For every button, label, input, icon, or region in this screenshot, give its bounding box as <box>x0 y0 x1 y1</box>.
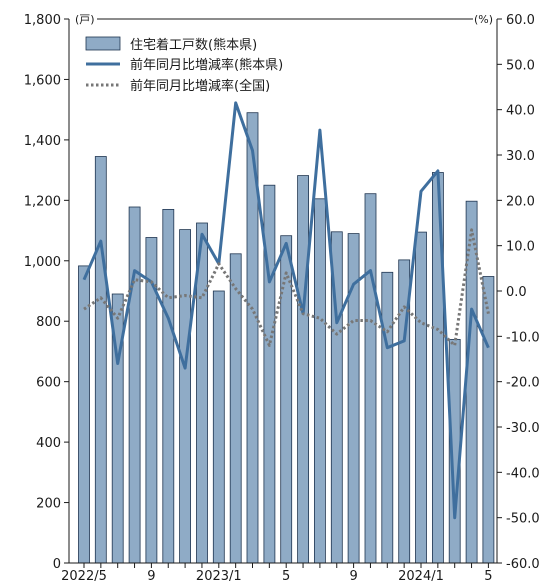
left-tick-label: 1,200 <box>24 194 61 209</box>
left-tick-label: 800 <box>36 315 61 330</box>
bar <box>212 290 225 564</box>
x-tick-label: 5 <box>282 569 290 582</box>
bar <box>482 276 495 564</box>
bar <box>313 198 326 564</box>
right-tick-label: 20.0 <box>506 194 535 209</box>
lines-layer <box>82 101 490 520</box>
bar <box>297 175 310 564</box>
axes-layer: 0 200 400 600 800 1,000 1,200 1,400 1,600 1,800 -6… <box>24 13 540 582</box>
right-tick-label: -60.0 <box>506 557 540 572</box>
left-tick-label: 1,600 <box>24 73 61 88</box>
bar <box>415 231 427 564</box>
right-axis-unit: (%) <box>474 13 493 26</box>
bar <box>128 206 141 564</box>
bar <box>94 156 107 564</box>
bar <box>179 229 192 564</box>
left-tick-label: 0 <box>53 557 61 572</box>
legend: 住宅着工戸数(熊本県) 前年同月比増減率(熊本県) 前年同月比増減率(全国) <box>85 36 283 94</box>
right-tick-label: 50.0 <box>506 58 535 73</box>
bar <box>364 193 377 564</box>
bar <box>78 265 90 564</box>
right-tick-label: -50.0 <box>506 512 540 527</box>
left-tick-label: 1,400 <box>24 134 61 149</box>
right-tick-label: 60.0 <box>506 13 535 28</box>
bar <box>162 208 175 564</box>
x-tick-label: 2023/1 <box>196 569 242 582</box>
left-tick-label: 600 <box>36 376 61 391</box>
x-tick-label: 5 <box>484 569 492 582</box>
x-tick-label: 2024/1 <box>398 569 444 582</box>
left-tick-label: 1,000 <box>24 255 61 270</box>
right-tick-label: 0.0 <box>506 285 527 300</box>
right-tick-label: -20.0 <box>506 376 540 391</box>
left-tick-label: 200 <box>36 497 61 512</box>
left-tick-label: 400 <box>36 436 61 451</box>
bar <box>381 271 394 564</box>
legend-label: 住宅着工戸数(熊本県) <box>130 37 257 53</box>
right-tick-label: -10.0 <box>506 330 540 345</box>
right-tick-label: -30.0 <box>506 421 540 436</box>
right-tick-label: -40.0 <box>506 466 540 481</box>
x-tick-label: 9 <box>147 569 155 582</box>
legend-bar-swatch <box>85 36 121 51</box>
left-axis-unit: (戸) <box>75 13 95 26</box>
right-tick-label: 30.0 <box>506 149 535 164</box>
x-tick-label: 2022/5 <box>61 569 107 582</box>
right-tick-label: 10.0 <box>506 240 535 255</box>
legend-label: 前年同月比増減率(熊本県) <box>130 57 283 73</box>
bar <box>280 235 293 564</box>
legend-label: 前年同月比増減率(全国) <box>130 78 270 94</box>
bars-layer <box>78 112 495 564</box>
bar <box>229 253 242 564</box>
right-tick-label: 40.0 <box>506 104 535 119</box>
left-tick-label: 1,800 <box>24 13 61 28</box>
x-tick-label: 9 <box>349 569 357 582</box>
national-change-line <box>83 228 490 347</box>
